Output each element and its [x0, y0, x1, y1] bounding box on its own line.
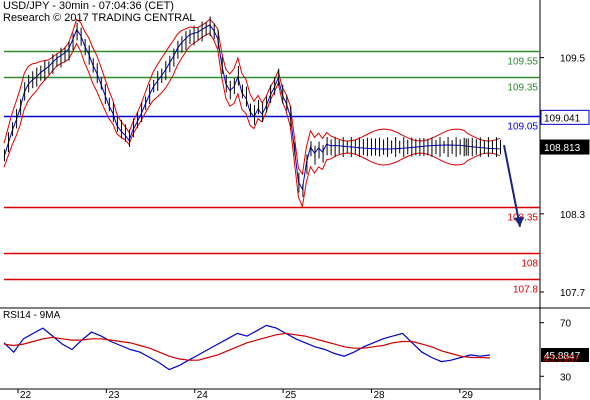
level-label-108: 108 [521, 259, 538, 270]
time-tick-label-23: 23 [108, 390, 120, 400]
rsi-series-9MA [3, 332, 491, 361]
level-label-109.55: 109.55 [507, 57, 538, 68]
chart-copyright: Research © 2017 TRADING CENTRAL [3, 12, 196, 24]
level-label-109.35: 109.35 [507, 83, 538, 94]
time-tick-label-25: 25 [285, 390, 297, 400]
rsi-tick-label: 30 [560, 372, 572, 383]
time-axis: 22 23 24 25 28 29 [17, 389, 474, 400]
time-tick-label-28: 28 [373, 390, 385, 400]
price-tick-label: 107.7 [560, 288, 585, 299]
rsi-series-RSI14 [3, 324, 491, 371]
time-tick-label-22: 22 [20, 390, 32, 400]
rsi-title: RSI14 - 9MA [3, 310, 61, 321]
price-tag-box [540, 109, 590, 125]
moving-average [3, 24, 501, 191]
forecast-arrow-head [514, 216, 524, 227]
level-label-107.8: 107.8 [513, 285, 538, 296]
rsi-tag-43.6967: 43.6967 [543, 354, 580, 365]
price-tick-label: 108.3 [560, 210, 585, 221]
price-tag-108.813: 108.813 [544, 143, 581, 154]
bollinger-lower [3, 32, 501, 209]
rsi-tick-label: 70 [560, 319, 572, 330]
time-tick-label-24: 24 [197, 390, 209, 400]
price-series [3, 16, 524, 228]
forecast-arrow [503, 145, 521, 228]
level-label-109.05: 109.05 [507, 122, 538, 133]
time-tick-label-29: 29 [462, 390, 474, 400]
rsi-tag-45.8847: 45.8847 [544, 351, 581, 362]
price-tag-box [540, 139, 590, 155]
rsi-tag-box [541, 348, 589, 363]
bollinger-upper [3, 18, 501, 176]
price-tag-109.041: 109.041 [544, 113, 581, 124]
price-tick-label: 109.5 [560, 54, 585, 65]
chart-title: USD/JPY - 30min - 07:04:36 (CET) [3, 0, 174, 12]
